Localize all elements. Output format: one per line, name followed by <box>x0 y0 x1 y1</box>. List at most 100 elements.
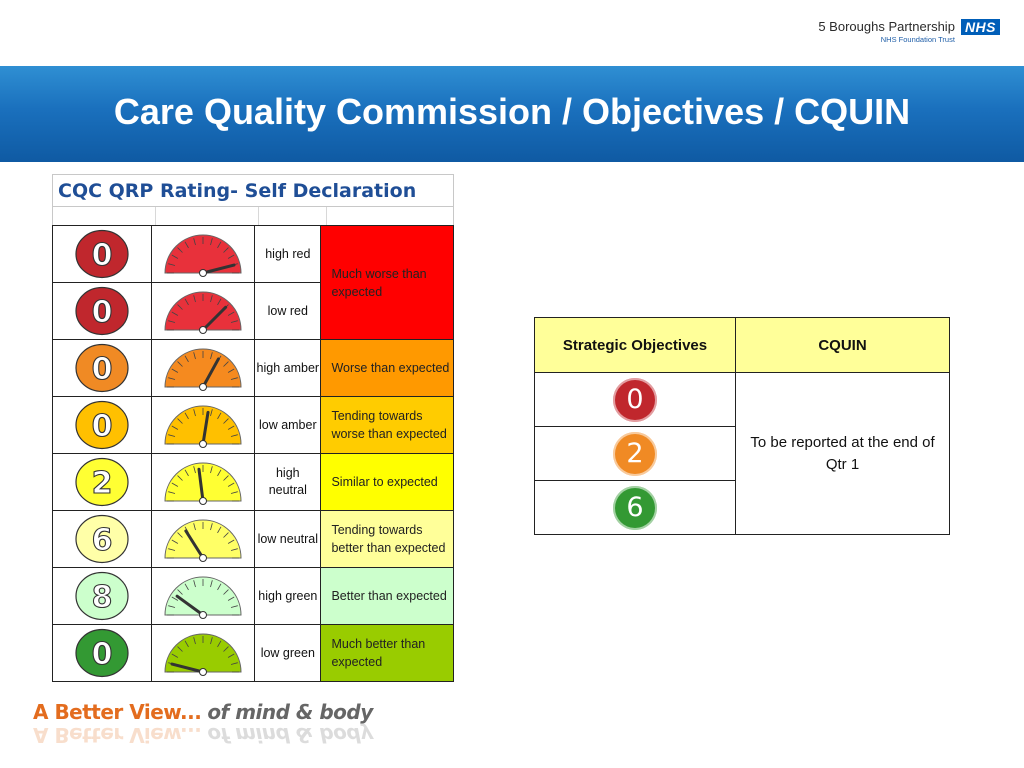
gauge-needle <box>170 662 205 674</box>
qrp-rating-row: 0 low amber Tending towards worse than exp… <box>51 396 454 454</box>
rating-level-label: low amber <box>254 396 322 454</box>
rating-level-label: low red <box>254 282 322 340</box>
qrp-rating-row: 0 high amber Worse than expected <box>51 339 454 397</box>
qrp-rating-table: 0 high red Much worse than expected 0 low re… <box>51 225 454 682</box>
rating-gauge-cell <box>151 510 256 568</box>
rating-description: Much better than expected <box>320 624 454 682</box>
strategic-objectives-header: Strategic Objectives <box>534 317 736 373</box>
rating-count-value: 0 <box>92 409 113 444</box>
rating-count-cell: 2 <box>51 453 153 511</box>
strategic-objective-cell: 2 <box>534 426 736 481</box>
qrp-rating-row: 6 low neutral Tending towards better than … <box>51 510 454 568</box>
gauge-needle <box>201 305 228 332</box>
strategic-objective-row: 2 <box>534 426 950 481</box>
strategic-objective-cell: 6 <box>534 480 736 535</box>
rating-count-value: 2 <box>92 466 113 501</box>
rating-count-badge: 0 <box>75 286 129 336</box>
rating-count-value: 6 <box>92 523 113 558</box>
strategic-objectives-table: Strategic Objectives CQUIN 0 To be report… <box>534 317 950 535</box>
objective-count-badge: 6 <box>613 485 657 530</box>
rating-gauge-icon <box>164 462 242 505</box>
rating-count-value: 8 <box>92 580 113 615</box>
gauge-needle <box>201 263 236 275</box>
gauge-needle <box>201 357 221 389</box>
qrp-rating-row: 2 high neutral Similar to expected <box>51 453 454 511</box>
qrp-title: CQC QRP Rating- Self Declaration <box>52 174 454 207</box>
qrp-rating-row: 0 low red <box>51 282 454 340</box>
strategic-objective-cell: 0 <box>534 372 736 427</box>
gauge-needle <box>175 594 205 617</box>
nhs-logo: NHS <box>960 19 1000 35</box>
rating-count-badge: 8 <box>75 571 129 621</box>
qrp-rating-row: 0 high red Much worse than expected <box>51 225 454 340</box>
rating-level-label: low neutral <box>254 510 322 568</box>
rating-count-cell: 0 <box>51 225 153 283</box>
rating-gauge-cell <box>151 567 256 625</box>
page-title: Care Quality Commission / Objectives / C… <box>113 91 911 132</box>
rating-description: Much worse than expected <box>320 225 454 340</box>
organisation-subtitle: NHS Foundation Trust <box>880 35 955 44</box>
organisation-text: 5 Boroughs Partnership NHS Foundation Tr… <box>818 19 955 44</box>
qrp-panel: CQC QRP Rating- Self Declaration 0 high r… <box>51 174 454 682</box>
cquin-status-text: To be reported at the end of Qtr 1 <box>735 372 950 535</box>
rating-gauge-cell <box>151 624 256 682</box>
rating-count-value: 0 <box>92 637 113 672</box>
rating-count-badge: 0 <box>75 628 129 678</box>
rating-description: Similar to expected <box>320 453 454 511</box>
tagline-a-better-view: A Better View... <box>33 700 202 724</box>
rating-count-cell: 6 <box>51 510 153 568</box>
rating-description: Better than expected <box>320 567 454 625</box>
rating-count-cell: 8 <box>51 567 153 625</box>
organisation-name: 5 Boroughs Partnership <box>818 19 955 34</box>
rating-gauge-cell <box>151 282 256 340</box>
rating-gauge-icon <box>164 291 242 334</box>
rating-count-badge: 0 <box>75 343 129 393</box>
objective-count-badge: 0 <box>613 377 657 422</box>
rating-count-cell: 0 <box>51 282 153 340</box>
objective-count-badge: 2 <box>613 431 657 476</box>
rating-count-cell: 0 <box>51 624 153 682</box>
rating-description: Tending towards worse than expected <box>320 396 454 454</box>
rating-description: Tending towards better than expected <box>320 510 454 568</box>
rating-level-label: low green <box>254 624 322 682</box>
tagline-of-mind-body: of mind & body <box>207 700 373 724</box>
rating-count-badge: 6 <box>75 514 129 564</box>
rating-gauge-icon <box>164 405 242 448</box>
strategic-objective-row: 0 To be reported at the end of Qtr 1 <box>534 372 950 535</box>
tagline-reflection-a: A Better View... <box>33 723 202 747</box>
gauge-needle <box>184 529 205 560</box>
rating-level-label: high neutral <box>254 453 322 511</box>
rating-gauge-cell <box>151 453 256 511</box>
strategic-objective-row: 6 <box>534 480 950 535</box>
rating-gauge-icon <box>164 633 242 676</box>
cquin-header: CQUIN <box>735 317 950 373</box>
qrp-rating-row: 0 low green Much better than expected <box>51 624 454 682</box>
rating-level-label: high green <box>254 567 322 625</box>
rating-count-badge: 0 <box>75 400 129 450</box>
rating-gauge-icon <box>164 576 242 619</box>
rating-level-label: high amber <box>254 339 322 397</box>
rating-count-badge: 0 <box>75 229 129 279</box>
rating-count-value: 0 <box>92 238 113 273</box>
rating-gauge-cell <box>151 396 256 454</box>
rating-description: Worse than expected <box>320 339 454 397</box>
organisation-logo: 5 Boroughs Partnership NHS Foundation Tr… <box>818 19 1000 44</box>
rating-gauge-cell <box>151 225 256 283</box>
rating-gauge-icon <box>164 234 242 277</box>
tagline-reflection: A Better View... of mind & body <box>33 723 373 747</box>
title-band: Care Quality Commission / Objectives / C… <box>0 66 1024 162</box>
rating-level-label: high red <box>254 225 322 283</box>
rating-count-value: 0 <box>92 295 113 330</box>
rating-gauge-icon <box>164 519 242 562</box>
rating-count-value: 0 <box>92 352 113 387</box>
gauge-needle <box>201 410 210 446</box>
rating-gauge-icon <box>164 348 242 391</box>
rating-count-cell: 0 <box>51 396 153 454</box>
footer-tagline: A Better View... of mind & body <box>33 700 373 724</box>
tagline-reflection-b: of mind & body <box>207 723 373 747</box>
rating-count-badge: 2 <box>75 457 129 507</box>
rating-count-cell: 0 <box>51 339 153 397</box>
qrp-spacer-row <box>52 207 454 225</box>
rating-gauge-cell <box>151 339 256 397</box>
qrp-rating-row: 8 high green Better than expected <box>51 567 454 625</box>
